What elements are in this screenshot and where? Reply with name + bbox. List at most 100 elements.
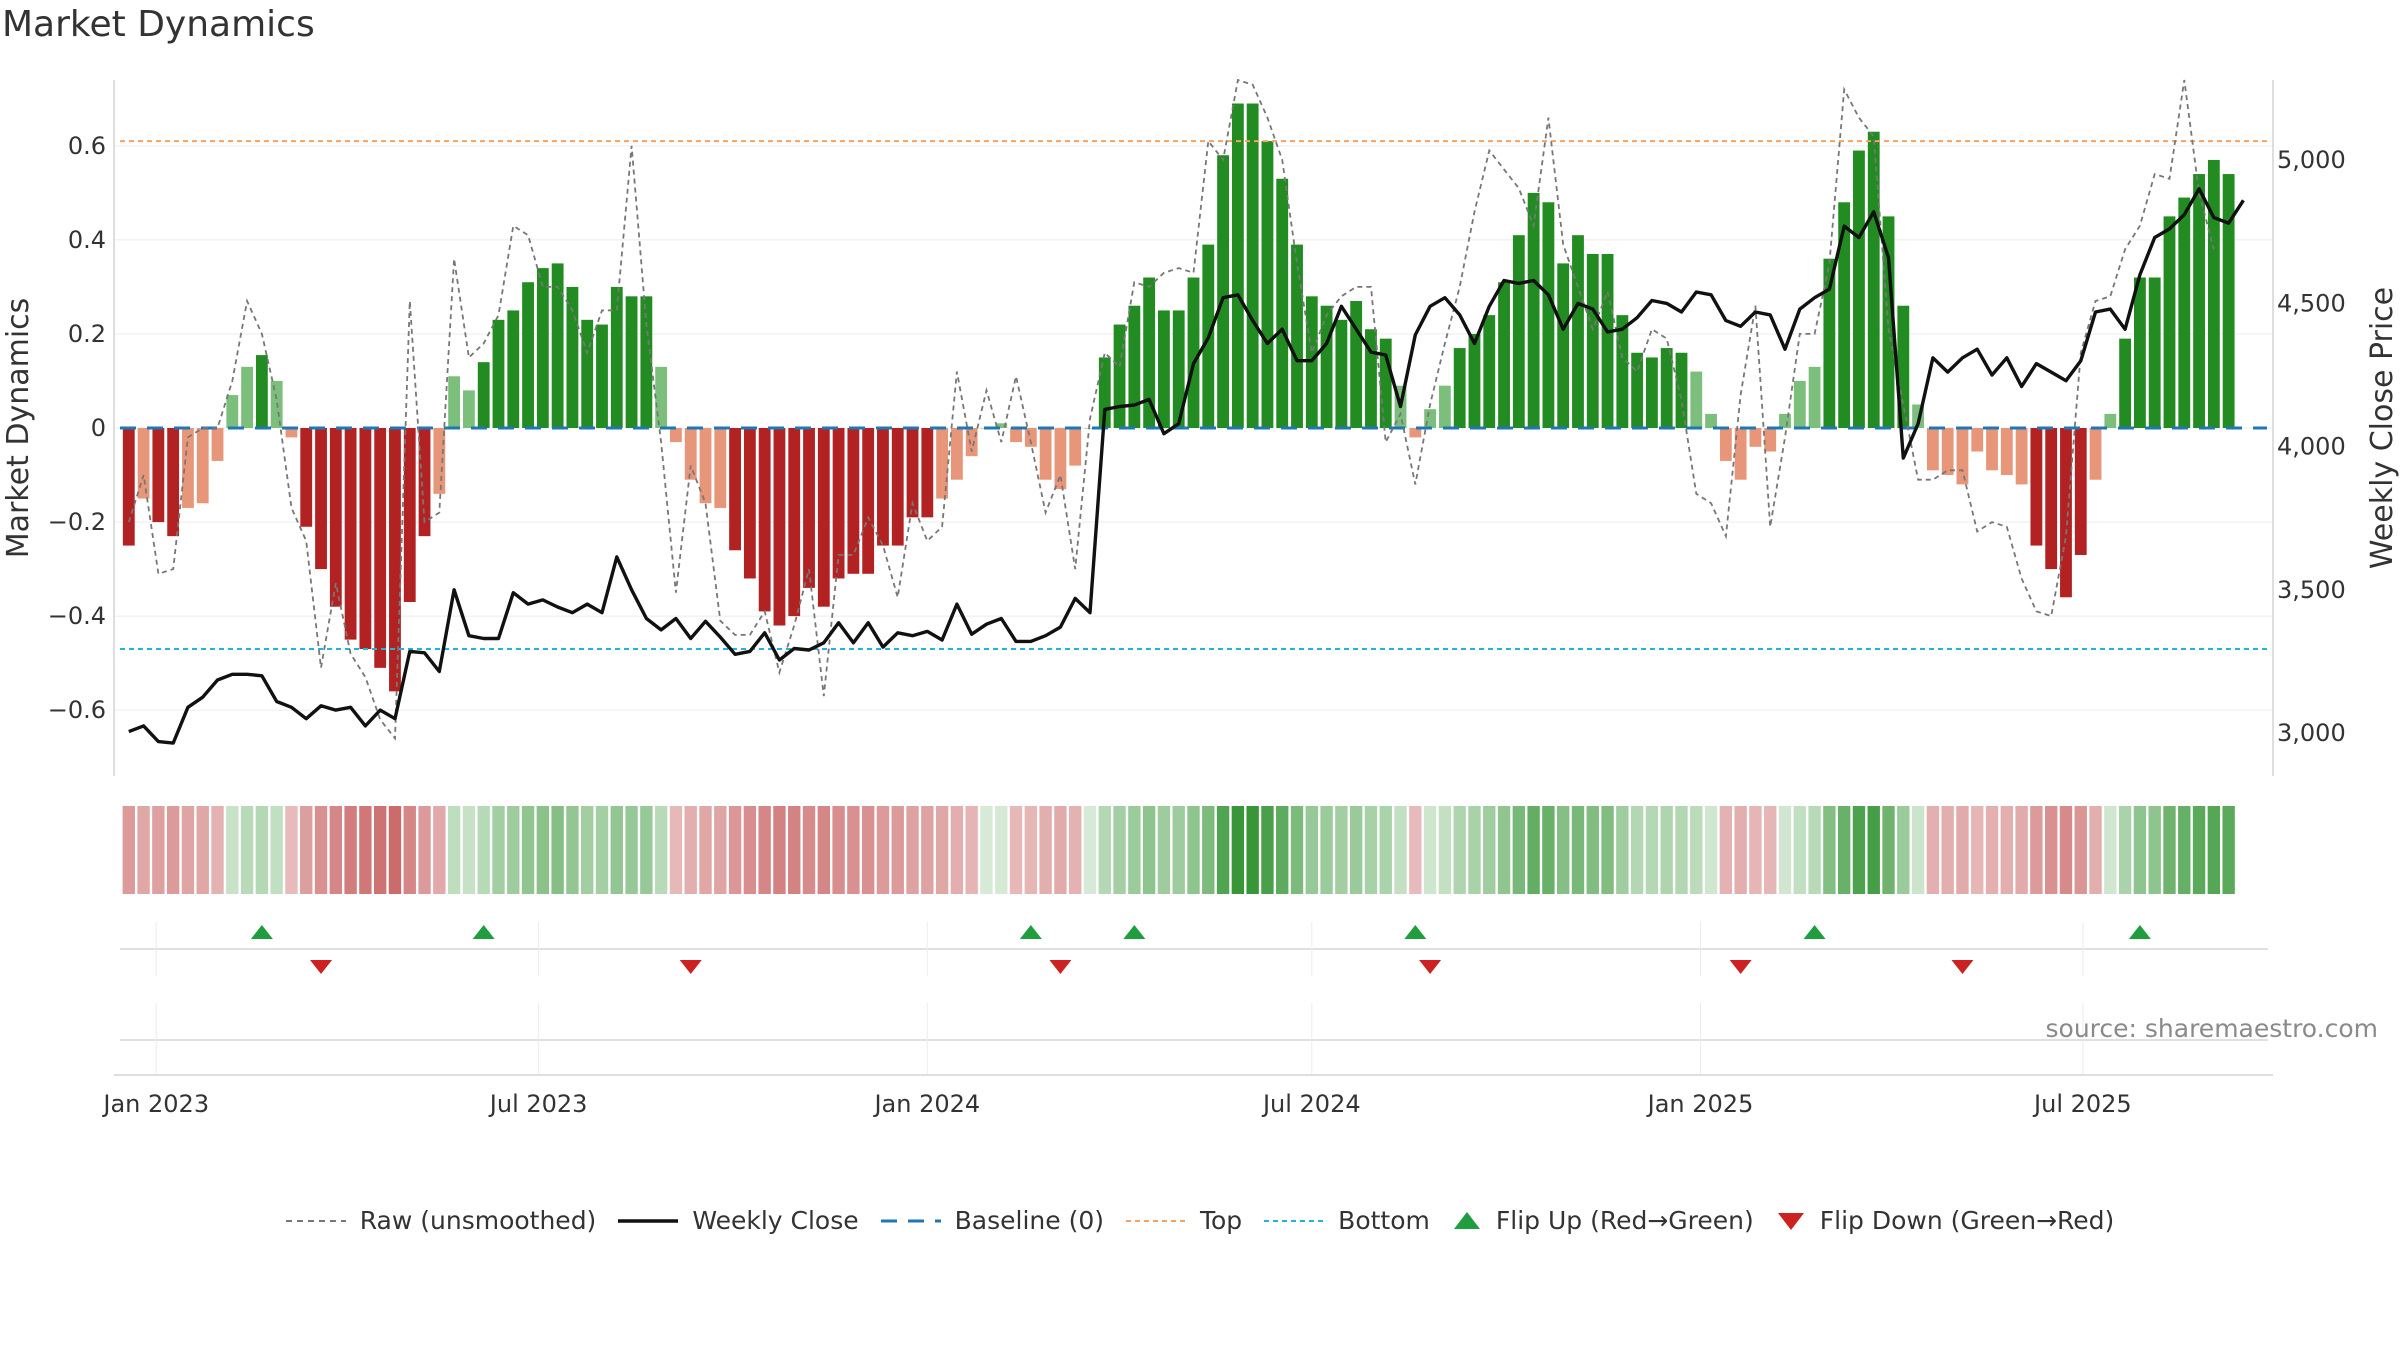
bar xyxy=(285,428,298,438)
left-tick-label: −0.2 xyxy=(48,508,106,536)
bar xyxy=(211,428,224,461)
bar xyxy=(152,428,165,523)
heat-cell xyxy=(447,806,461,894)
bar xyxy=(1690,371,1703,428)
heat-cell xyxy=(122,806,135,894)
heat-cell xyxy=(566,806,579,894)
bar xyxy=(1365,329,1377,428)
legend-flip-up: Flip Up (Red→Green) xyxy=(1452,1206,1754,1235)
bar xyxy=(1217,155,1229,429)
legend-close-swatch xyxy=(618,1218,679,1223)
bar xyxy=(1424,409,1437,428)
heat-cell xyxy=(1734,806,1747,894)
bar xyxy=(1986,428,1998,471)
heat-cell xyxy=(344,806,357,894)
heat-cell xyxy=(684,806,697,894)
bar xyxy=(995,423,1008,428)
bar xyxy=(2104,413,2117,428)
heat-cell xyxy=(2059,806,2073,894)
legend-flip-down: Flip Down (Green→Red) xyxy=(1776,1206,2114,1235)
bar xyxy=(1867,131,1880,428)
heat-cell xyxy=(876,806,890,894)
close-line xyxy=(128,187,2245,745)
heat-cell xyxy=(669,806,683,894)
heat-cell xyxy=(2000,806,2014,894)
bar xyxy=(1098,357,1111,428)
bar xyxy=(1646,357,1658,428)
left-tick-label: −0.6 xyxy=(48,696,106,724)
bar xyxy=(1719,428,1732,461)
heat-cell xyxy=(1719,806,1733,894)
bar xyxy=(2163,216,2176,428)
heat-cell xyxy=(1616,806,1629,894)
flip-down-marker xyxy=(1419,960,1442,974)
x-tick-label: Jan 2023 xyxy=(101,1090,209,1118)
bar xyxy=(625,296,638,428)
bar xyxy=(226,395,239,428)
heat-cell xyxy=(995,806,1008,894)
bar xyxy=(1631,352,1644,428)
heat-cell xyxy=(492,806,505,894)
bar xyxy=(1468,333,1481,428)
left-axis-ticks: 0.6 0.4 0.2 0 −0.2 −0.4 −0.6 xyxy=(48,132,106,724)
bar xyxy=(1897,305,1910,428)
bar xyxy=(418,428,431,537)
heat-cell xyxy=(1852,806,1866,894)
heat-cell xyxy=(1142,806,1156,894)
heat-cell xyxy=(891,806,904,894)
heat-cell xyxy=(1764,806,1777,894)
heat-cell xyxy=(1956,806,1969,894)
bar xyxy=(1734,428,1747,480)
bar xyxy=(2133,277,2146,428)
bar xyxy=(359,428,372,650)
heat-cell xyxy=(359,806,372,894)
bar xyxy=(1779,413,1791,428)
heat-cell xyxy=(802,806,816,894)
heat-cell xyxy=(2118,806,2132,894)
heat-cell xyxy=(2178,806,2191,894)
legend-raw-swatch xyxy=(285,1219,346,1222)
bar xyxy=(1971,428,1984,452)
left-tick-label: 0.2 xyxy=(68,320,106,348)
legend-baseline-swatch xyxy=(880,1219,941,1222)
heat-cell xyxy=(1202,806,1215,894)
bar xyxy=(640,296,653,428)
bar xyxy=(137,428,150,499)
heat-cell xyxy=(1690,806,1703,894)
bar xyxy=(1749,428,1762,447)
heat-cell xyxy=(965,806,978,894)
bar xyxy=(1542,202,1555,428)
heat-cell xyxy=(1971,806,1984,894)
x-tick-label: Jan 2025 xyxy=(1646,1090,1754,1118)
heat-cell xyxy=(1645,806,1659,894)
bar xyxy=(906,428,919,518)
x-tick-label: Jan 2024 xyxy=(872,1090,980,1118)
bar xyxy=(462,390,475,428)
bar xyxy=(699,428,712,504)
bar xyxy=(507,310,520,428)
right-tick-label: 3,500 xyxy=(2277,576,2346,604)
heat-cell xyxy=(1704,806,1718,894)
heat-cell xyxy=(906,806,919,894)
heat-cell xyxy=(152,806,165,894)
heat-cell xyxy=(1660,806,1673,894)
heat-cell xyxy=(640,806,653,894)
bar xyxy=(1320,305,1333,428)
flip-down-marker xyxy=(1729,960,1752,974)
heat-cell xyxy=(1423,806,1437,894)
flip-up-marker xyxy=(1404,925,1427,939)
left-tick-label: 0.6 xyxy=(68,132,106,160)
heat-cell xyxy=(2030,806,2043,894)
bar xyxy=(1113,324,1126,428)
heat-cell xyxy=(2133,806,2147,894)
flip-down-marker xyxy=(310,960,333,974)
heat-cell xyxy=(1231,806,1245,894)
bar xyxy=(433,428,446,494)
bar xyxy=(1838,202,1851,428)
legend-flip-up-label: Flip Up (Red→Green) xyxy=(1495,1206,1754,1235)
bar xyxy=(122,428,135,546)
bar xyxy=(596,324,608,428)
right-tick-label: 5,000 xyxy=(2277,146,2346,174)
bar xyxy=(877,428,889,546)
bar xyxy=(1350,301,1363,428)
